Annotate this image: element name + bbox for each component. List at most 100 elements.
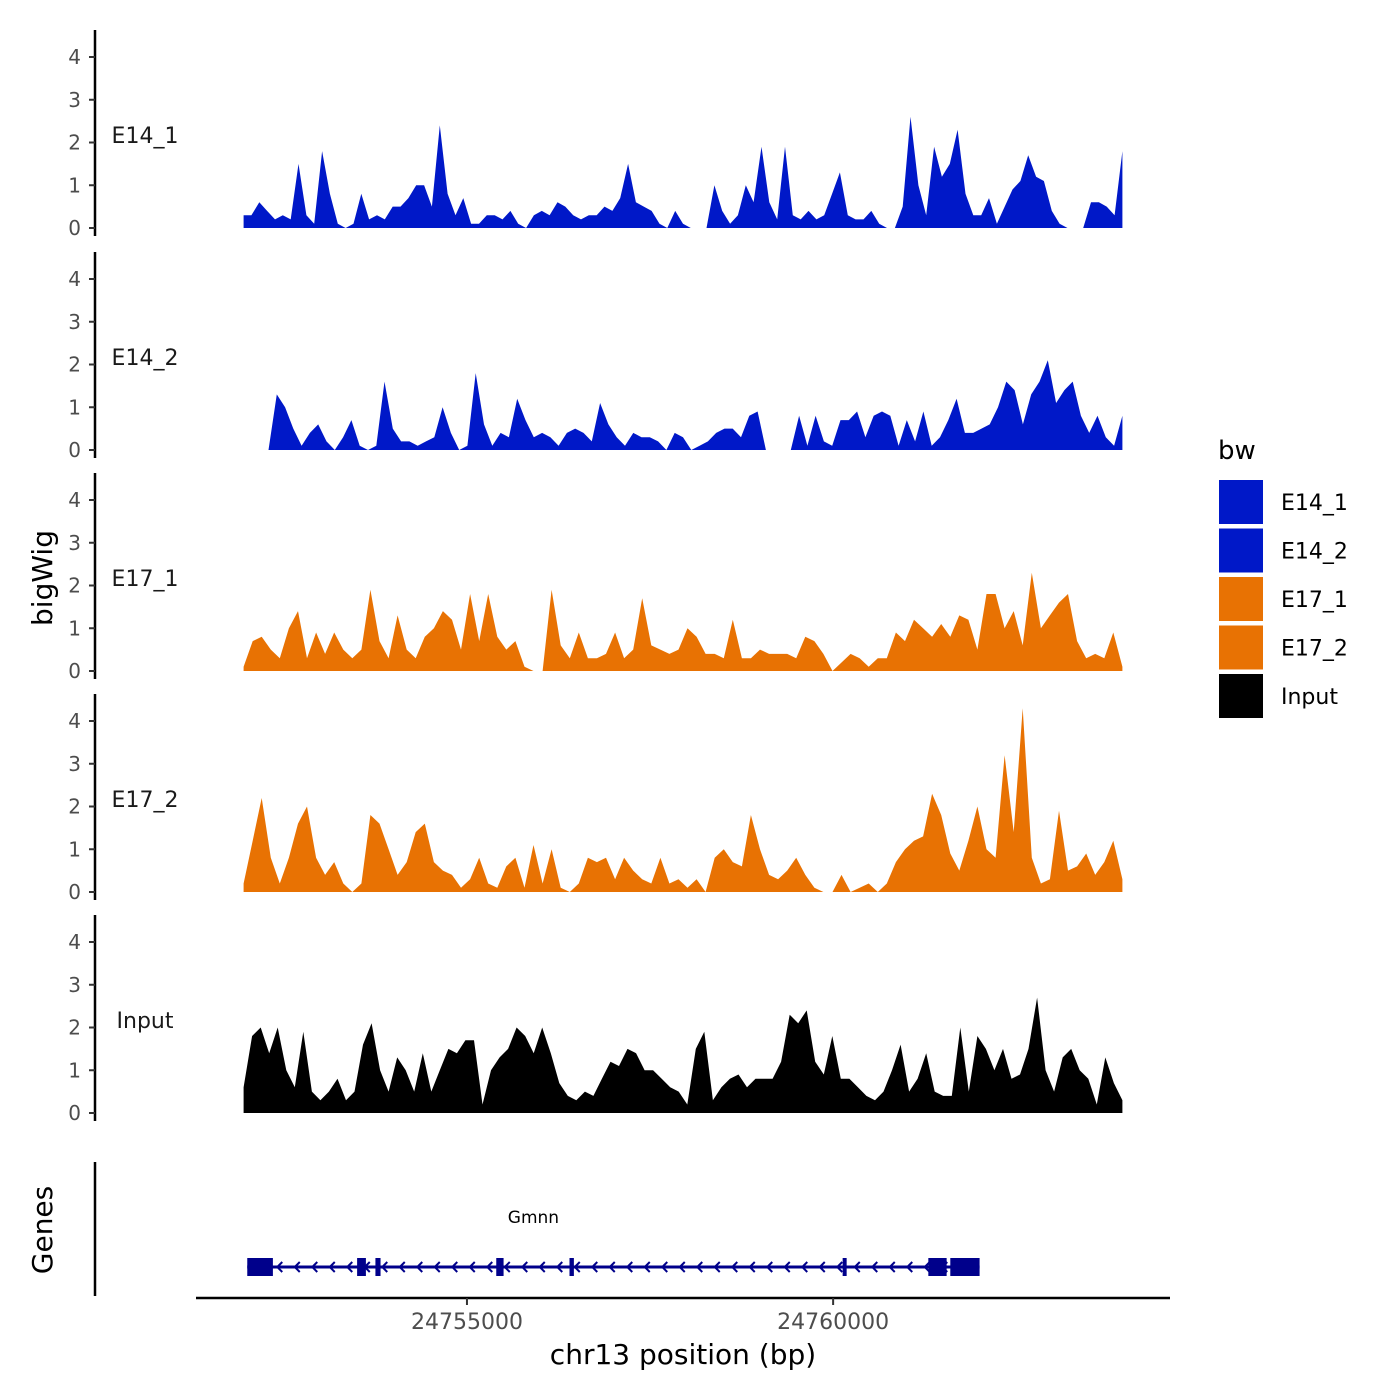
- strand-chevron: [853, 1261, 861, 1273]
- legend: bw E14_1 E14_2 E17_1 E17_2 Input: [1218, 436, 1348, 718]
- signal-area-input: [243, 997, 1123, 1113]
- signal-area-e14-1: [243, 116, 1123, 228]
- track-input: 0 1 2 3 4 Input: [68, 915, 1123, 1125]
- y-tick-label: 4: [68, 267, 81, 291]
- signal-area-e17-2: [243, 708, 1123, 892]
- exon: [569, 1258, 574, 1276]
- y-tick-label: 2: [68, 131, 81, 155]
- exon: [928, 1258, 947, 1276]
- legend-label: E14_1: [1281, 491, 1348, 516]
- exon: [357, 1258, 366, 1276]
- y-tick-label: 2: [68, 795, 81, 819]
- track-e14-1: 0 1 2 3 4 E14_1: [68, 30, 1123, 240]
- y-tick-label: 1: [68, 395, 81, 419]
- y-tick-label: 1: [68, 837, 81, 861]
- strand-chevron: [468, 1261, 476, 1273]
- strand-chevron: [660, 1261, 668, 1273]
- strand-chevron: [783, 1261, 791, 1273]
- signal-area-e14-2: [243, 360, 1123, 450]
- gene-track: Genes Gmnn: [26, 1162, 980, 1296]
- strand-chevron: [625, 1261, 633, 1273]
- y-tick-label: 2: [68, 574, 81, 598]
- track-label: E17_2: [112, 788, 179, 813]
- exon: [496, 1258, 504, 1276]
- exon: [375, 1258, 381, 1276]
- legend-title: bw: [1218, 436, 1256, 466]
- legend-label: Input: [1281, 685, 1338, 710]
- strand-chevron: [800, 1261, 808, 1273]
- y-tick-label: 0: [68, 880, 81, 904]
- y-tick-label: 1: [68, 173, 81, 197]
- track-e17-2: 0 1 2 3 4 E17_2: [68, 694, 1123, 904]
- strand-chevron: [275, 1261, 283, 1273]
- strand-chevron: [433, 1261, 441, 1273]
- strand-chevron: [748, 1261, 756, 1273]
- strand-chevron: [398, 1261, 406, 1273]
- y-tick-label: 0: [68, 659, 81, 683]
- strand-chevron: [590, 1261, 598, 1273]
- exon: [950, 1258, 980, 1276]
- legend-label: E17_1: [1281, 588, 1348, 613]
- legend-key-e14-1: [1219, 480, 1263, 524]
- y-tick-label: 3: [68, 973, 81, 997]
- y-tick-label: 4: [68, 930, 81, 954]
- gene-track-title: Genes: [26, 1186, 59, 1274]
- x-tick-label: 24755000: [411, 1310, 523, 1335]
- strand-chevron: [485, 1261, 493, 1273]
- strand-chevron: [695, 1261, 703, 1273]
- gene-name-label: Gmnn: [508, 1208, 559, 1228]
- strand-chevron: [415, 1261, 423, 1273]
- strand-chevron: [643, 1261, 651, 1273]
- strand-chevron: [293, 1261, 301, 1273]
- exon: [842, 1258, 847, 1276]
- strand-chevron: [538, 1261, 546, 1273]
- strand-chevron: [730, 1261, 738, 1273]
- strand-chevron: [818, 1261, 826, 1273]
- legend-key-e17-1: [1219, 577, 1263, 621]
- strand-chevron: [923, 1261, 931, 1273]
- y-tick-label: 1: [68, 616, 81, 640]
- legend-label: E14_2: [1281, 540, 1348, 565]
- legend-key-e14-2: [1219, 528, 1263, 573]
- strand-chevron: [678, 1261, 686, 1273]
- strand-chevron: [310, 1261, 318, 1273]
- legend-key-e17-2: [1219, 625, 1263, 670]
- strand-chevron: [380, 1261, 388, 1273]
- strand-chevron: [520, 1261, 528, 1273]
- signal-area-e17-1: [243, 572, 1123, 671]
- x-axis-title: chr13 position (bp): [550, 1338, 816, 1371]
- strand-chevron: [555, 1261, 563, 1273]
- exon: [247, 1258, 273, 1276]
- y-tick-label: 2: [68, 1016, 81, 1040]
- strand-chevron: [450, 1261, 458, 1273]
- track-label: E14_1: [112, 124, 179, 149]
- strand-chevron: [503, 1261, 511, 1273]
- tracks-layer: 0 1 2 3 4 E14_1 0 1 2 3 4 E14_2 0 1 2 3 4 E17_1 0 1 2 3 4 E17_2…: [68, 30, 1123, 1125]
- x-tick-label: 24760000: [777, 1310, 889, 1335]
- strand-chevron: [905, 1261, 913, 1273]
- y-tick-label: 0: [68, 438, 81, 462]
- y-tick-label: 4: [68, 488, 81, 512]
- y-tick-label: 0: [68, 216, 81, 240]
- strand-chevron: [328, 1261, 336, 1273]
- strand-chevron: [765, 1261, 773, 1273]
- y-tick-label: 2: [68, 353, 81, 377]
- track-e17-1: 0 1 2 3 4 E17_1: [68, 473, 1123, 683]
- x-axis: 24755000 24760000: [196, 1296, 1170, 1335]
- strand-chevron: [713, 1261, 721, 1273]
- track-label: E14_2: [112, 346, 179, 371]
- strand-chevron: [345, 1261, 353, 1273]
- track-label: E17_1: [112, 567, 179, 592]
- strand-chevron: [888, 1261, 896, 1273]
- strand-chevron: [835, 1261, 843, 1273]
- strand-chevron: [870, 1261, 878, 1273]
- y-tick-label: 3: [68, 752, 81, 776]
- y-tick-label: 3: [68, 531, 81, 555]
- y-tick-label: 4: [68, 709, 81, 733]
- track-e14-2: 0 1 2 3 4 E14_2: [68, 252, 1123, 462]
- y-tick-label: 3: [68, 310, 81, 334]
- y-tick-label: 0: [68, 1101, 81, 1125]
- strand-chevron: [573, 1261, 581, 1273]
- strand-chevron: [608, 1261, 616, 1273]
